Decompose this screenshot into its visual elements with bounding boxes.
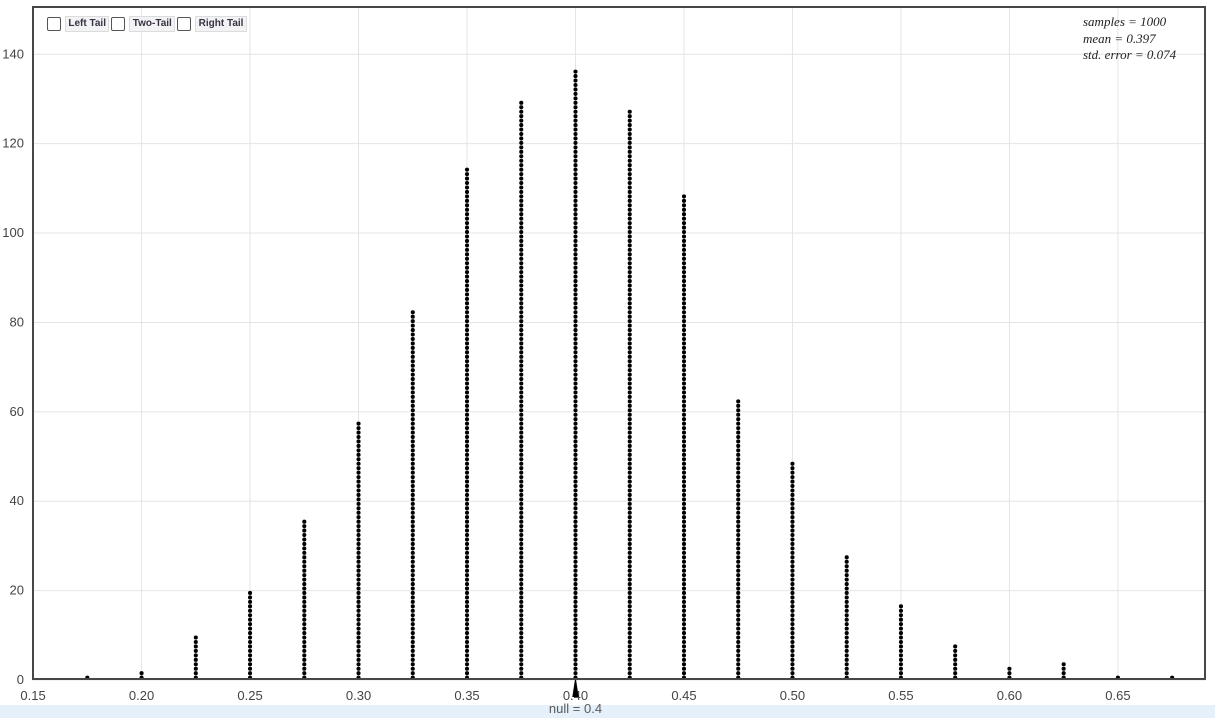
svg-text:120: 120 (2, 136, 24, 151)
svg-text:140: 140 (2, 46, 24, 61)
svg-text:0.50: 0.50 (780, 688, 805, 703)
svg-text:0.55: 0.55 (888, 688, 913, 703)
svg-text:60: 60 (10, 404, 24, 419)
svg-text:0.35: 0.35 (454, 688, 479, 703)
svg-text:0.30: 0.30 (346, 688, 371, 703)
svg-text:80: 80 (10, 314, 24, 329)
svg-text:0: 0 (17, 672, 24, 687)
svg-text:null = 0.4: null = 0.4 (549, 701, 602, 716)
svg-text:20: 20 (10, 583, 24, 598)
svg-text:0.15: 0.15 (20, 688, 45, 703)
svg-text:0.60: 0.60 (997, 688, 1022, 703)
svg-text:0.65: 0.65 (1105, 688, 1130, 703)
svg-text:100: 100 (2, 225, 24, 240)
svg-text:40: 40 (10, 493, 24, 508)
svg-text:0.20: 0.20 (129, 688, 154, 703)
svg-text:0.45: 0.45 (671, 688, 696, 703)
svg-text:0.25: 0.25 (237, 688, 262, 703)
